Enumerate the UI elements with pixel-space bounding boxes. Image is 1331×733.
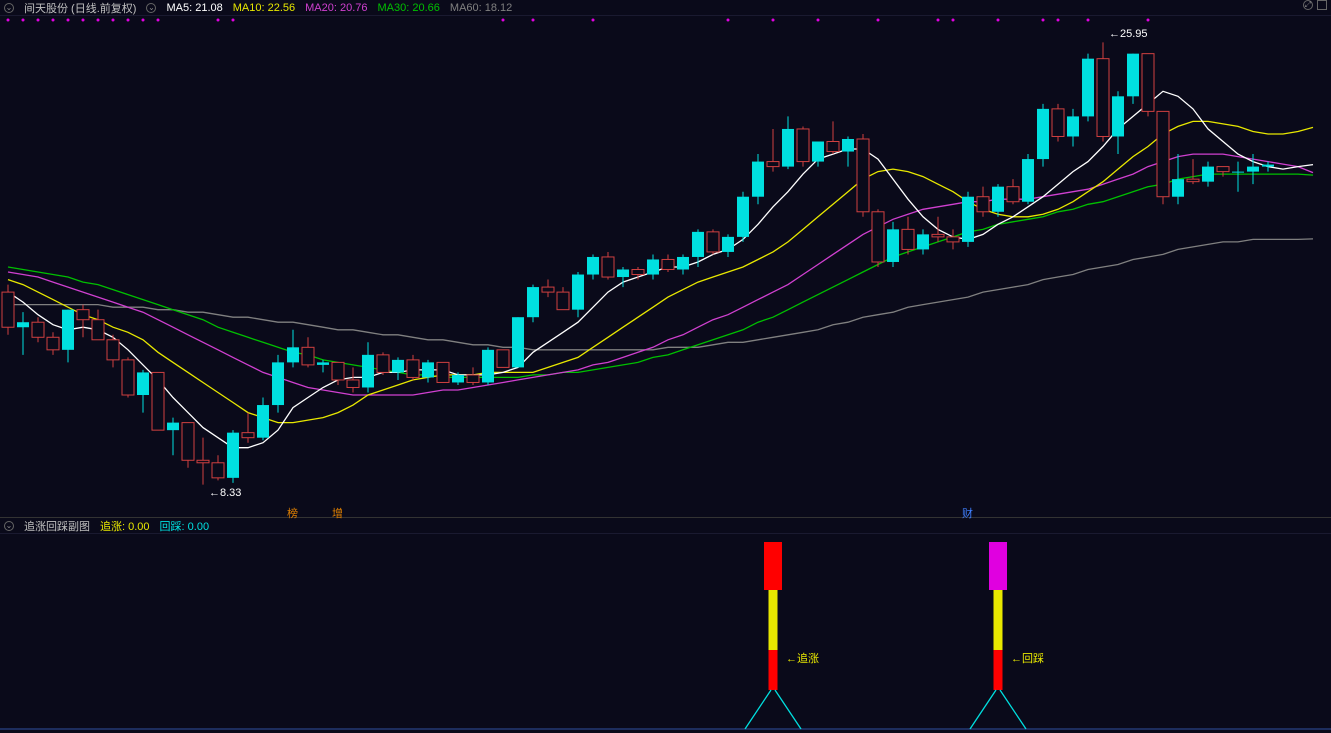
svg-text:←回踩: ←回踩	[1011, 652, 1044, 665]
high-price-label: ←25.95	[1109, 28, 1148, 40]
hui-label: 回踩: 0.00	[160, 518, 210, 534]
event-marker[interactable]: 榜	[287, 505, 298, 521]
ma30-label: MA30: 20.66	[378, 2, 440, 14]
candlestick-chart[interactable]: ←25.95 ←8.33 榜 增 财	[0, 16, 1331, 518]
low-price-label: ←8.33	[209, 487, 241, 499]
ma20-label: MA20: 20.76	[305, 2, 367, 14]
collapse-icon[interactable]: ⌄	[4, 3, 14, 13]
ma60-label: MA60: 18.12	[450, 2, 512, 14]
window-icon[interactable]	[1317, 0, 1327, 10]
subchart-header: ⌄ 追涨回踩副图 追涨: 0.00 回踩: 0.00	[0, 518, 1331, 534]
chart-header: ⌄ 间天股份 (日线.前复权) ⌄ MA5: 21.08 MA10: 22.56…	[0, 0, 1331, 16]
expand-icon[interactable]: ⤢	[1303, 0, 1313, 10]
indicator-subchart[interactable]: ←追涨 ←回踩	[0, 534, 1331, 732]
ma10-label: MA10: 22.56	[233, 2, 295, 14]
settings-icon[interactable]: ⌄	[146, 3, 156, 13]
collapse-icon[interactable]: ⌄	[4, 521, 14, 531]
subchart-title: 追涨回踩副图	[24, 518, 90, 534]
svg-text:←追涨: ←追涨	[786, 651, 819, 665]
zhui-label: 追涨: 0.00	[100, 518, 150, 534]
event-marker[interactable]: 财	[962, 505, 973, 521]
ma5-label: MA5: 21.08	[166, 2, 222, 14]
stock-title: 间天股份 (日线.前复权)	[24, 0, 136, 16]
event-marker[interactable]: 增	[332, 505, 343, 521]
